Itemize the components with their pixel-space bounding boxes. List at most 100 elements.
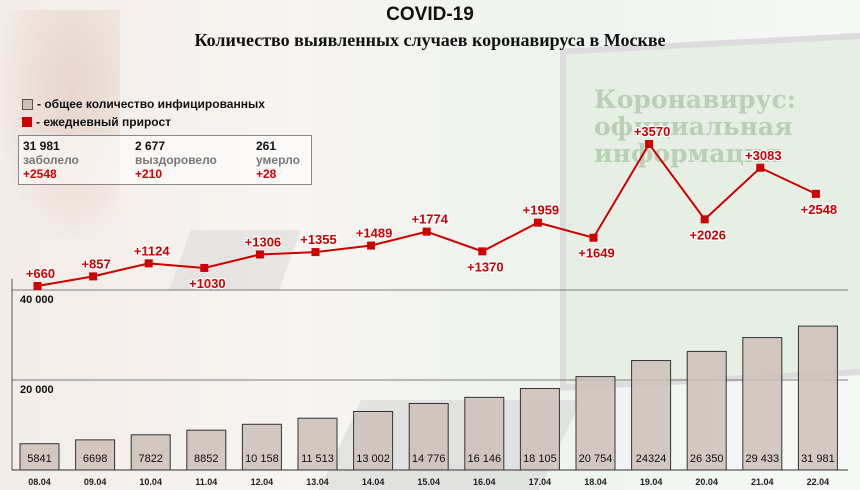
stat-recovered-value: 2 677 (135, 139, 166, 153)
x-tick-label-6: 14.04 (362, 477, 385, 487)
daily-point-7 (422, 227, 431, 236)
bar-10 (575, 376, 616, 471)
daily-label-11: +3570 (634, 124, 671, 139)
stats-box: 31 981 заболело +2548 2 677 выздоровело … (18, 135, 312, 185)
daily-label-7: +1774 (411, 212, 448, 227)
daily-point-10 (589, 233, 598, 242)
chart-subtitle: Количество выявленных случаев коронавиру… (194, 30, 666, 50)
bar-value-label-9: 18 105 (523, 453, 557, 465)
bar-value-label-0: 5841 (27, 453, 51, 465)
stat-recovered-delta: +210 (135, 167, 163, 181)
bar-value-label-2: 7822 (138, 453, 162, 465)
x-tick-label-11: 19.04 (640, 477, 663, 487)
stat-infected: 31 981 заболело +2548 (23, 139, 79, 181)
bar-value-label-1: 6698 (83, 453, 107, 465)
bar-value-label-3: 8852 (194, 453, 218, 465)
legend: - общее количество инфицированных - ежед… (22, 95, 265, 131)
bar-6 (353, 410, 394, 471)
bar-value-label-7: 14 776 (412, 453, 446, 465)
bar-12 (686, 350, 727, 471)
x-tick-label-4: 12.04 (251, 477, 274, 487)
daily-label-10: +1649 (578, 246, 615, 261)
daily-point-6 (367, 241, 376, 250)
x-tick-label-13: 21.04 (751, 477, 774, 487)
daily-point-13 (756, 163, 765, 172)
daily-label-9: +1959 (523, 203, 560, 218)
bar-9 (519, 388, 560, 471)
bar-5 (297, 417, 338, 471)
bar-value-label-11: 24324 (636, 453, 667, 465)
bar-2 (130, 434, 171, 471)
stat-infected-delta: +2548 (23, 167, 57, 181)
daily-point-14 (811, 189, 820, 198)
legend-swatch-daily (22, 117, 32, 127)
bar-value-label-12: 26 350 (690, 453, 724, 465)
bar-value-label-5: 11 513 (301, 453, 334, 465)
background-screen-text: Коронавирус: официальная информация (594, 86, 854, 167)
bar-4 (241, 423, 282, 471)
bar-11 (631, 360, 672, 471)
bar-value-label-14: 31 981 (801, 453, 835, 465)
daily-label-0: +660 (26, 266, 55, 281)
daily-label-4: +1306 (245, 234, 282, 249)
stat-infected-label: заболело (23, 153, 79, 167)
x-tick-label-2: 10.04 (139, 477, 162, 487)
daily-point-2 (144, 259, 153, 268)
daily-label-14: +2548 (801, 202, 838, 217)
stat-died-delta: +28 (256, 167, 277, 181)
bar-3 (186, 429, 227, 471)
daily-label-2: +1124 (134, 243, 171, 258)
x-tick-label-10: 18.04 (584, 477, 607, 487)
daily-label-13: +3083 (745, 148, 782, 163)
x-tick-label-5: 13.04 (306, 477, 329, 487)
legend-swatch-total (22, 98, 33, 110)
x-tick-label-12: 20.04 (695, 477, 718, 487)
bar-0 (19, 443, 60, 471)
bar-8 (464, 396, 505, 471)
chart-title: COVID-19 (386, 4, 474, 25)
bar-value-label-13: 29 433 (745, 453, 779, 465)
daily-point-12 (700, 215, 709, 224)
stat-recovered: 2 677 выздоровело +210 (135, 139, 217, 181)
x-tick-label-3: 11.04 (195, 477, 217, 487)
bar-value-label-8: 16 146 (467, 453, 501, 465)
stat-recovered-label: выздоровело (135, 153, 217, 167)
daily-point-4 (255, 250, 264, 259)
daily-point-11 (645, 140, 654, 148)
bar-14 (797, 325, 838, 471)
legend-item-total: - общее количество инфицированных (22, 95, 265, 113)
daily-label-8: +1370 (467, 259, 504, 274)
bar-13 (742, 337, 783, 471)
daily-label-1: +857 (81, 256, 110, 271)
y-tick-label-0: 20 000 (20, 384, 54, 396)
screen-text-line-3: информация (594, 139, 781, 168)
stat-died: 261 умерло +28 (256, 139, 300, 181)
daily-point-1 (89, 272, 98, 281)
daily-label-5: +1355 (300, 232, 337, 247)
stat-infected-value: 31 981 (23, 139, 60, 153)
bar-1 (75, 439, 116, 471)
screen-text-line-2: официальная (594, 112, 793, 141)
daily-point-8 (478, 247, 487, 256)
stat-died-label: умерло (256, 153, 300, 167)
daily-label-12: +2026 (689, 227, 726, 242)
bar-value-label-10: 20 754 (579, 453, 613, 465)
legend-label-daily: - ежедневный прирост (36, 115, 171, 129)
background-person (0, 10, 120, 240)
bar-7 (408, 403, 449, 471)
y-tick-label-1: 40 000 (20, 294, 54, 306)
x-tick-label-9: 17.04 (529, 477, 552, 487)
x-tick-label-14: 22.04 (807, 477, 830, 487)
legend-label-total: - общее количество инфицированных (37, 97, 265, 111)
screen-text-line-1: Коронавирус: (594, 85, 796, 114)
stat-died-value: 261 (256, 139, 277, 153)
daily-label-6: +1489 (356, 226, 393, 241)
daily-point-3 (200, 263, 209, 272)
daily-label-3: +1030 (189, 276, 226, 291)
x-tick-label-1: 09.04 (84, 477, 107, 487)
daily-point-9 (533, 218, 542, 227)
bar-value-label-6: 13 002 (356, 453, 390, 465)
legend-item-daily: - ежедневный прирост (22, 113, 265, 131)
bar-value-label-4: 10 158 (245, 453, 279, 465)
